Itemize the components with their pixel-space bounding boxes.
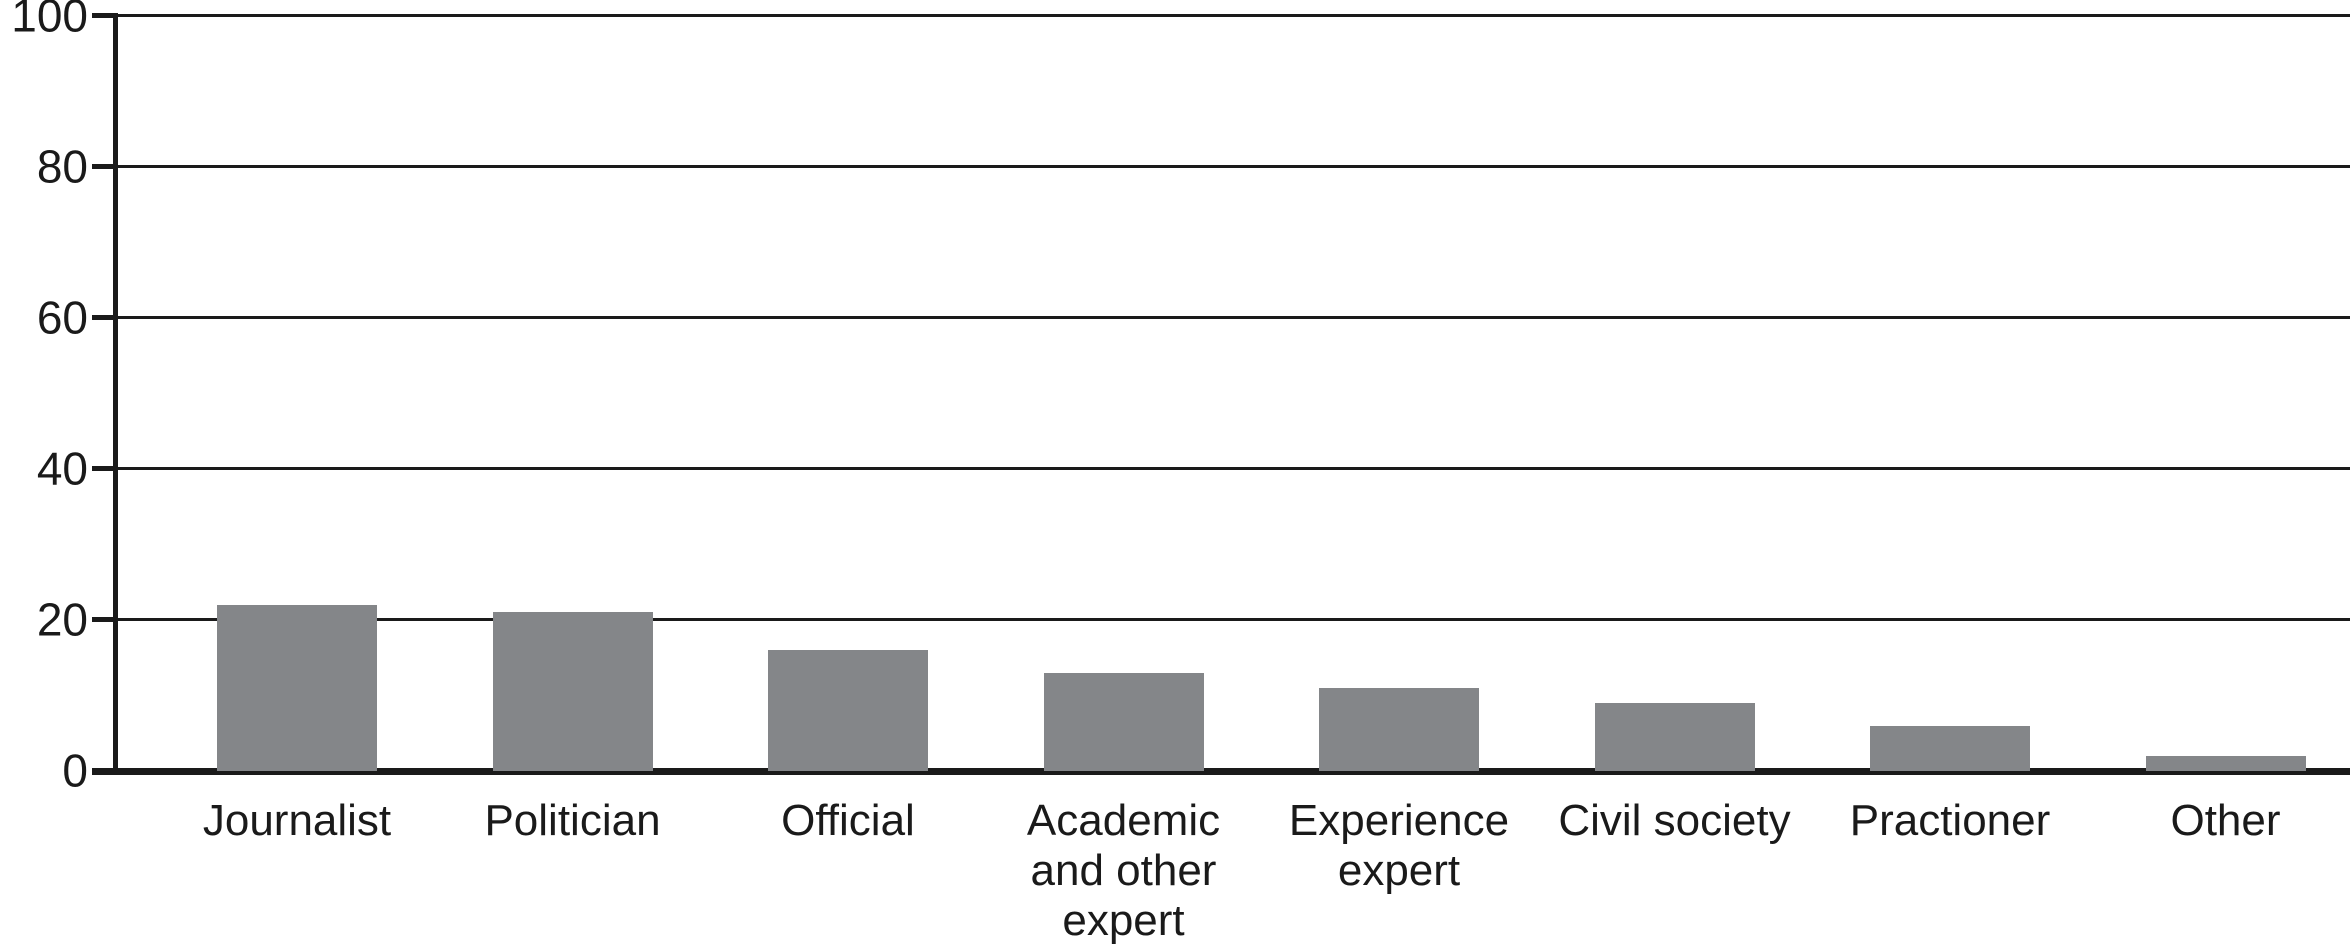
y-tick-100: [92, 13, 118, 18]
y-tick-label-20: 20: [0, 595, 88, 646]
y-tick-label-40: 40: [0, 444, 88, 495]
category-label-politician: Politician: [423, 796, 723, 846]
y-axis-line: [113, 15, 118, 775]
bar-academic: [1044, 673, 1204, 771]
category-label-experience: Experience expert: [1249, 796, 1549, 896]
gridline-80: [115, 165, 2350, 168]
category-label-civil-society: Civil society: [1525, 796, 1825, 846]
y-tick-60: [92, 315, 118, 320]
bar-civil-society: [1595, 703, 1755, 771]
category-label-journalist: Journalist: [147, 796, 447, 846]
category-label-other: Other: [2076, 796, 2350, 846]
category-label-practioner: Practioner: [1800, 796, 2100, 846]
gridline-40: [115, 467, 2350, 470]
gridline-100: [115, 14, 2350, 17]
bar-official: [768, 650, 928, 771]
y-tick-label-100: 100: [0, 0, 88, 41]
bar-practioner: [1870, 726, 2030, 771]
y-tick-label-60: 60: [0, 293, 88, 344]
bar-politician: [493, 612, 653, 771]
category-label-official: Official: [698, 796, 998, 846]
bar-experience: [1319, 688, 1479, 771]
category-label-academic: Academic and other expert: [974, 796, 1274, 946]
bar-other: [2146, 756, 2306, 771]
y-tick-20: [92, 617, 118, 622]
y-tick-80: [92, 164, 118, 169]
y-tick-label-0: 0: [0, 746, 88, 797]
y-tick-label-80: 80: [0, 142, 88, 193]
y-tick-40: [92, 466, 118, 471]
gridline-20: [115, 618, 2350, 621]
bar-journalist: [217, 605, 377, 771]
gridline-60: [115, 316, 2350, 319]
